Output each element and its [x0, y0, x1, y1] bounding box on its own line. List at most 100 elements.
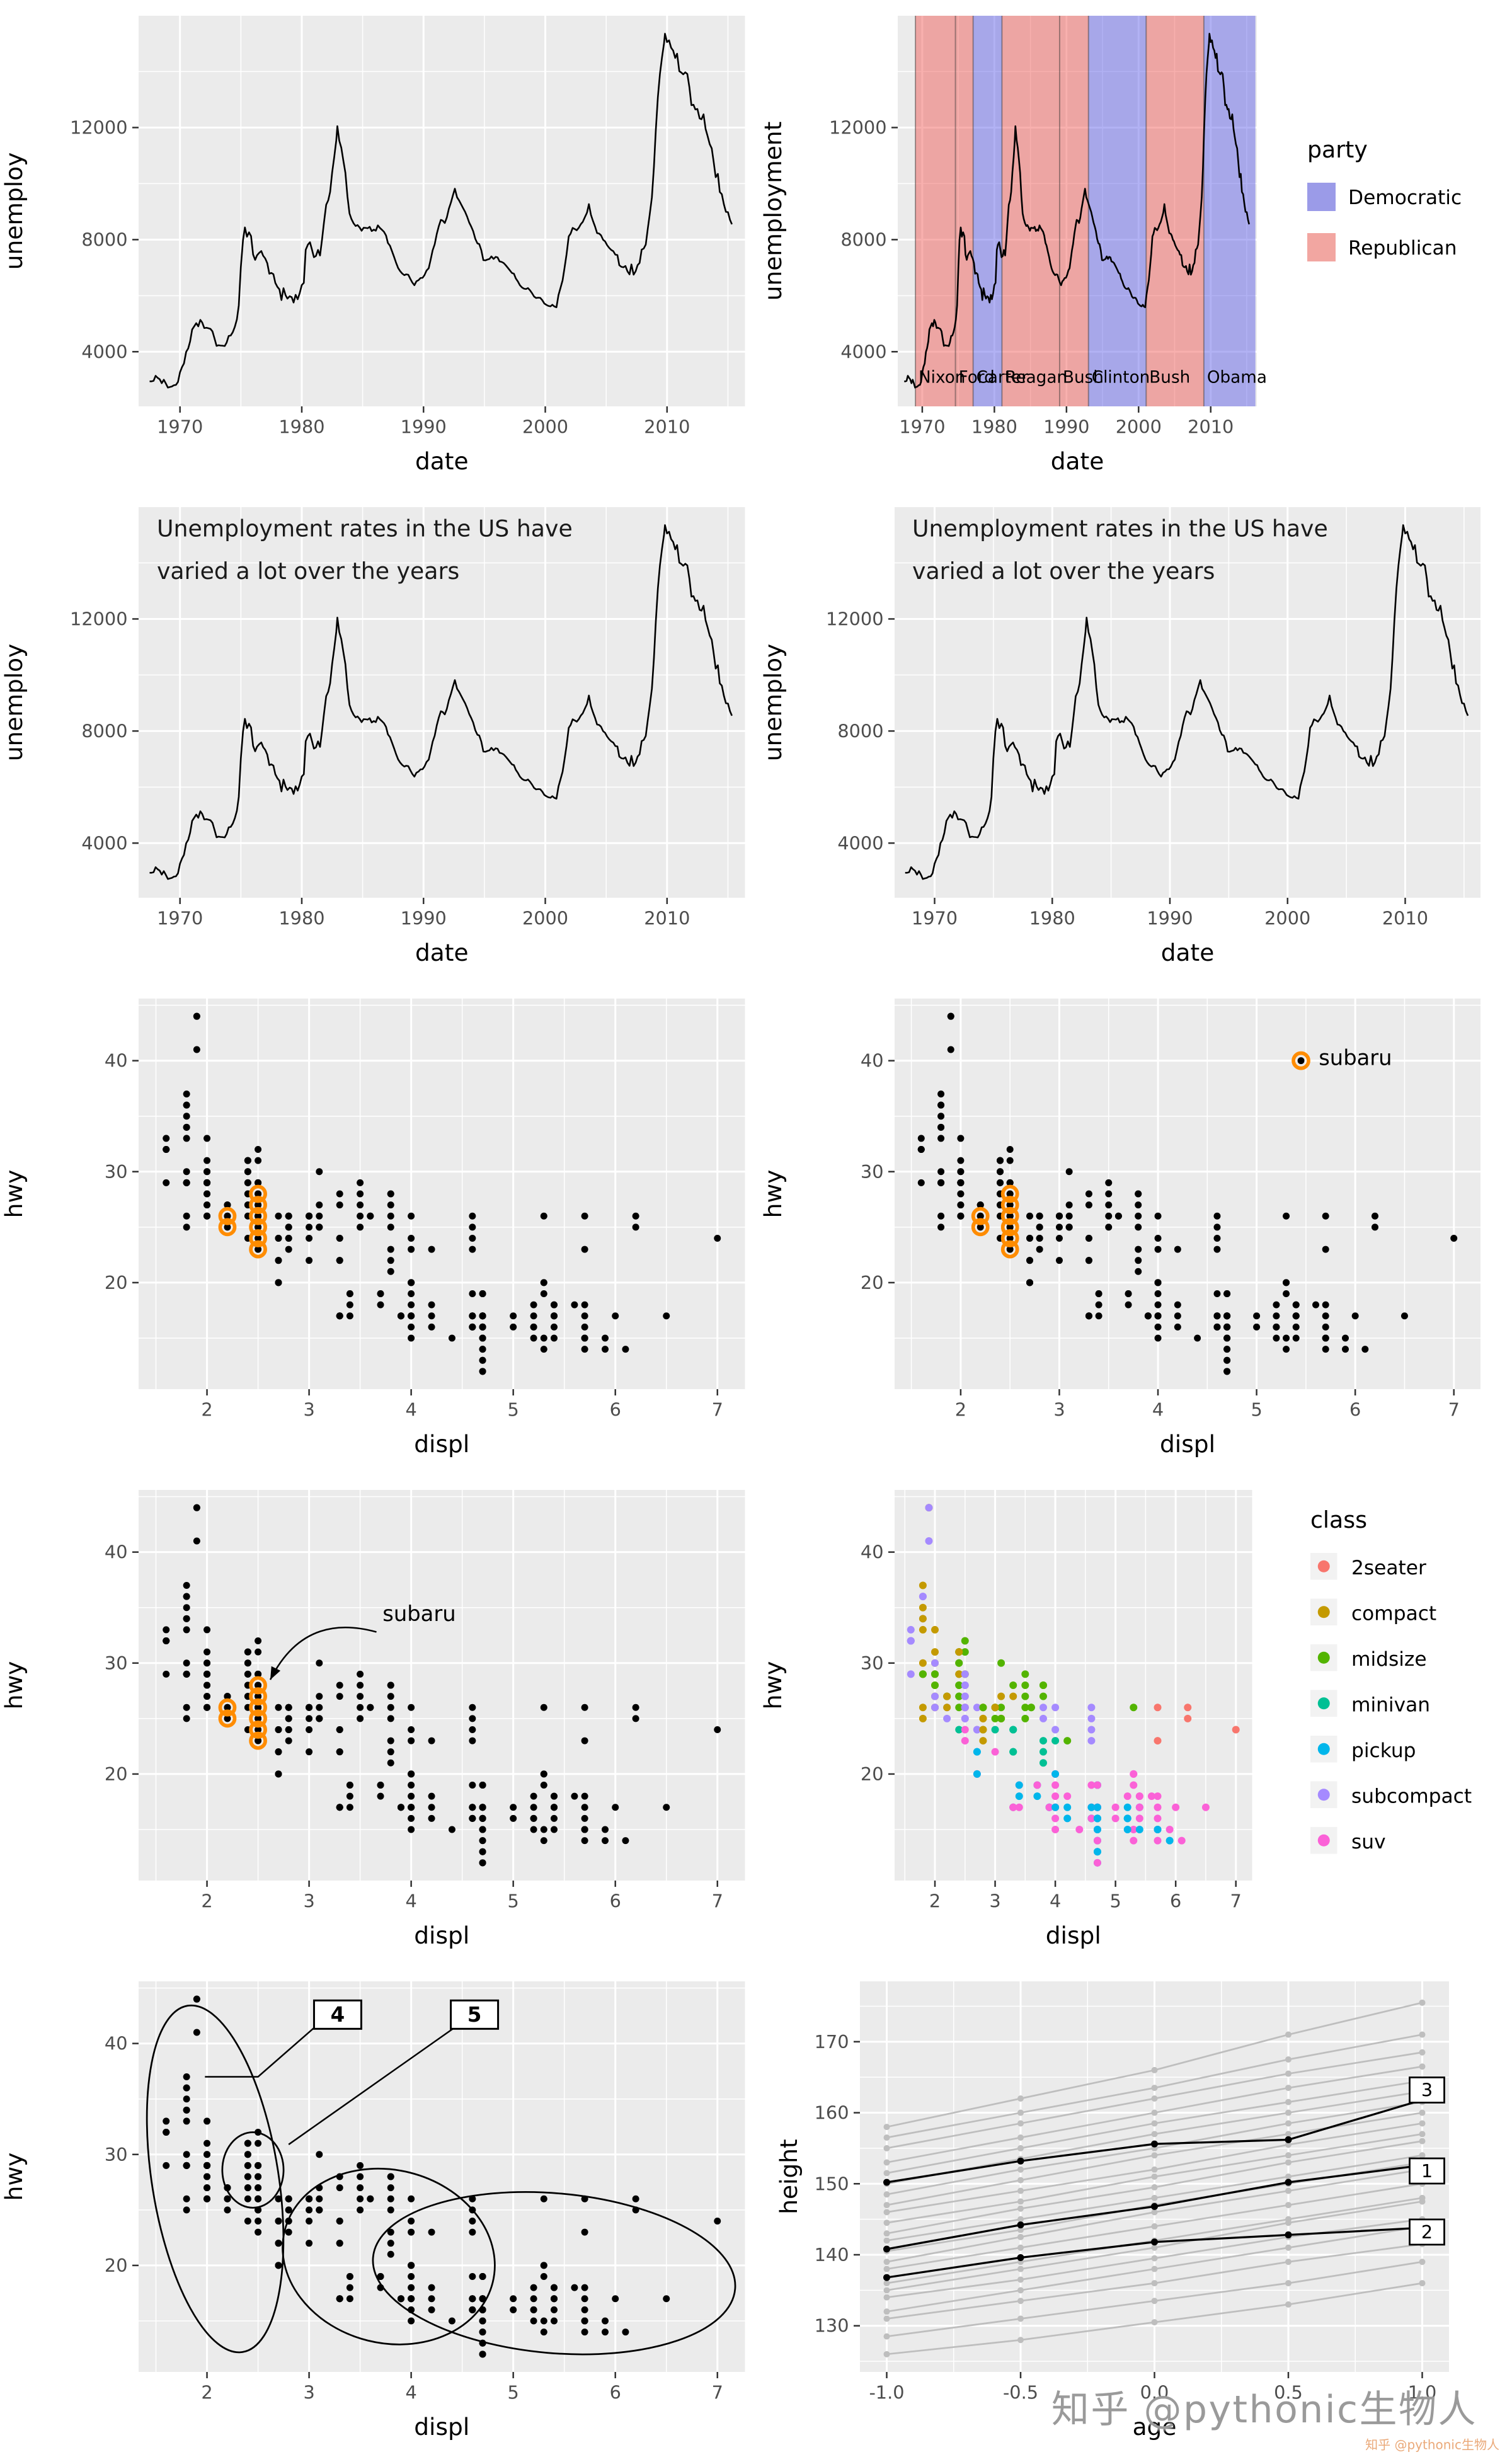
data-point: [336, 2240, 343, 2247]
data-point: [183, 1593, 190, 1600]
data-point: [346, 1792, 353, 1800]
data-point: [1087, 1781, 1096, 1789]
svg-text:unemploy: unemploy: [0, 644, 28, 762]
data-point: [540, 1290, 547, 1298]
data-point: [255, 2173, 262, 2180]
data-point: [244, 2151, 251, 2158]
data-point: [163, 1179, 170, 1186]
data-point: [997, 1168, 1004, 1176]
data-point: [1253, 1312, 1261, 1320]
data-point: [931, 1692, 939, 1700]
data-point: [663, 1312, 670, 1320]
data-point: [1154, 1301, 1162, 1309]
chart-hwy-displ-arrow: subaru 2 3 4 5 6 7 20 30 40 displ hwy: [0, 1490, 745, 1949]
svg-text:1990: 1990: [401, 908, 447, 929]
data-point: [581, 1301, 588, 1309]
data-point: [1015, 1803, 1023, 1811]
chart-hwy-displ-highlight: 2 3 4 5 6 7 20 30 40 displ hwy: [0, 999, 745, 1458]
data-point: [387, 1737, 394, 1744]
data-point: [387, 1748, 394, 1756]
highlight-ring: [249, 1229, 267, 1247]
data-point: [346, 1804, 353, 1811]
data-point: [244, 1168, 251, 1176]
chart-unemploy-presidents-legend: party Democratic Republican: [1307, 136, 1462, 261]
data-point: [957, 1168, 965, 1176]
data-point: [1283, 1334, 1290, 1342]
data-point: [602, 1826, 609, 1833]
chart-hwy-displ-label-point: subaru 2 3 4 5 6 7 20 30 40 displ hwy: [759, 999, 1480, 1458]
svg-text:subaru: subaru: [382, 1601, 455, 1626]
data-point: [469, 1212, 476, 1220]
data-point: [275, 2262, 282, 2269]
chart-unemploy-line-panel: [139, 16, 745, 406]
svg-text:0.0: 0.0: [1140, 2382, 1169, 2403]
svg-text:160: 160: [815, 2102, 849, 2124]
data-point: [367, 1704, 374, 1711]
party-band: [1203, 16, 1256, 406]
data-point: [275, 1726, 282, 1733]
data-point: [1154, 1825, 1162, 1833]
svg-text:2000: 2000: [522, 908, 568, 929]
data-point: [255, 1179, 262, 1186]
data-point: [1123, 1792, 1131, 1801]
data-point: [540, 1346, 547, 1353]
data-point: [1273, 1323, 1280, 1331]
svg-text:age: age: [1133, 2413, 1177, 2441]
svg-text:2010: 2010: [1382, 908, 1428, 929]
data-point: [255, 1201, 262, 1209]
data-point: [973, 1748, 981, 1756]
chart-unemploy-annotated-left-panel: [139, 507, 745, 898]
data-point: [285, 1234, 292, 1242]
data-point: [1039, 1714, 1047, 1722]
data-point: [203, 1693, 211, 1700]
data-point: [943, 1704, 951, 1712]
data-point: [1174, 1312, 1181, 1320]
svg-text:20: 20: [861, 1272, 884, 1293]
data-point: [387, 2173, 394, 2180]
data-point: [1051, 1803, 1060, 1811]
data-point: [1026, 1257, 1033, 1264]
data-point: [408, 1814, 415, 1822]
data-point: [469, 1290, 476, 1298]
data-point: [550, 2284, 558, 2291]
data-point: [479, 2273, 486, 2281]
data-point: [961, 1704, 969, 1712]
data-point: [1009, 1692, 1017, 1700]
data-point: [663, 2295, 670, 2303]
data-point: [581, 2295, 588, 2303]
data-point: [1342, 1334, 1349, 1342]
data-point: [602, 1837, 609, 1845]
data-point: [957, 1179, 965, 1186]
data-point: [183, 1626, 190, 1634]
data-point: [602, 1346, 609, 1353]
data-point: [550, 1826, 558, 1833]
data-point: [1135, 1246, 1142, 1253]
data-point: [408, 1279, 415, 1286]
data-point: [408, 1792, 415, 1800]
svg-text:Bush: Bush: [1149, 369, 1190, 387]
svg-text:Bush: Bush: [1063, 369, 1104, 387]
data-point: [1065, 1201, 1073, 1209]
svg-text:7: 7: [712, 2382, 723, 2403]
data-point: [581, 1212, 588, 1220]
svg-text:varied a lot over the years: varied a lot over the years: [157, 558, 459, 585]
data-point: [1223, 1290, 1231, 1298]
data-point: [224, 1201, 231, 1209]
party-band: [955, 16, 973, 406]
data-point: [408, 2273, 415, 2281]
data-point: [540, 1334, 547, 1342]
svg-text:1980: 1980: [1029, 908, 1075, 929]
series-line: [149, 33, 733, 389]
data-point: [479, 1837, 486, 1845]
data-point: [1051, 1825, 1060, 1833]
data-point: [1184, 1704, 1192, 1712]
annotation-arrow: [269, 1627, 377, 1680]
data-point: [479, 1356, 486, 1364]
data-point: [397, 1312, 404, 1320]
data-point: [1223, 1334, 1231, 1342]
data-point: [1006, 1223, 1014, 1231]
data-point: [346, 1782, 353, 1789]
svg-text:1: 1: [1421, 2160, 1433, 2182]
data-point: [469, 2217, 476, 2225]
chart-height-age-spaghetti-axes: -1.0 -0.5 0.0 0.5 1.0 130 140 150 160 170 age heigh…: [775, 2031, 1436, 2441]
